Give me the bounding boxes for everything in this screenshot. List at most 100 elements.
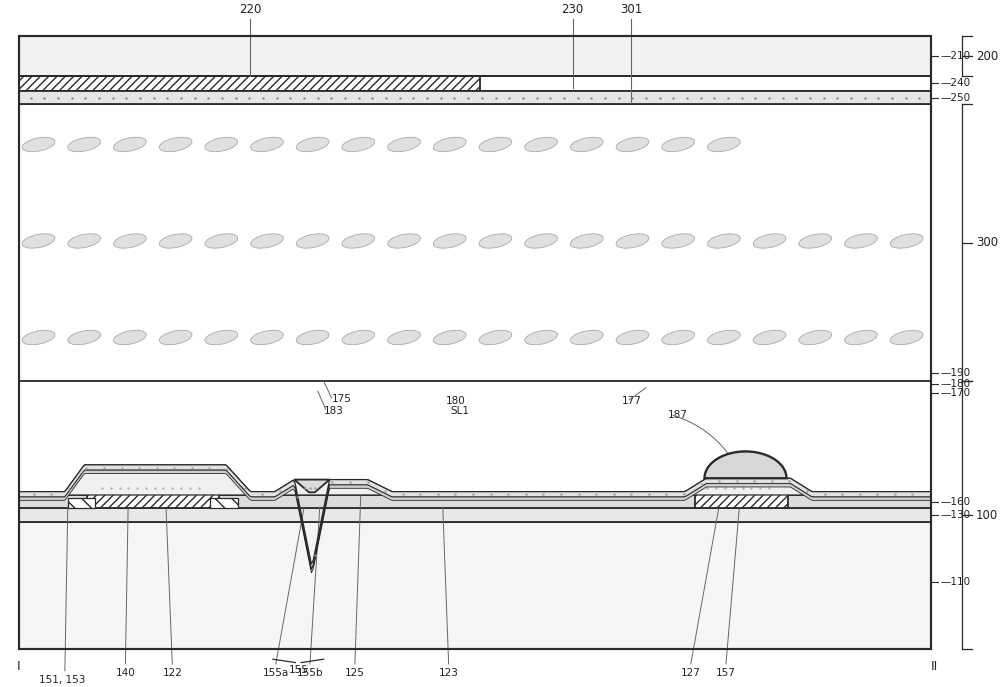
Ellipse shape bbox=[616, 234, 649, 248]
Ellipse shape bbox=[433, 234, 466, 248]
Text: 175: 175 bbox=[331, 394, 351, 404]
Polygon shape bbox=[19, 104, 931, 381]
Ellipse shape bbox=[433, 137, 466, 152]
Text: 200: 200 bbox=[976, 49, 998, 63]
Text: 140: 140 bbox=[116, 668, 135, 678]
Polygon shape bbox=[19, 36, 931, 76]
Ellipse shape bbox=[616, 137, 649, 152]
Polygon shape bbox=[19, 465, 931, 570]
Ellipse shape bbox=[114, 137, 146, 152]
Ellipse shape bbox=[525, 137, 557, 152]
Ellipse shape bbox=[388, 137, 420, 152]
Text: 123: 123 bbox=[439, 668, 459, 678]
Polygon shape bbox=[294, 480, 330, 493]
Text: 183: 183 bbox=[324, 406, 344, 416]
Ellipse shape bbox=[570, 234, 603, 248]
Text: —170: —170 bbox=[941, 388, 971, 398]
Text: —180: —180 bbox=[941, 379, 971, 390]
Ellipse shape bbox=[159, 137, 192, 152]
Ellipse shape bbox=[296, 137, 329, 152]
Ellipse shape bbox=[205, 137, 238, 152]
Text: —160: —160 bbox=[941, 497, 971, 507]
Ellipse shape bbox=[68, 234, 101, 248]
Text: 100: 100 bbox=[976, 508, 998, 521]
Ellipse shape bbox=[707, 330, 740, 345]
Text: 127: 127 bbox=[681, 668, 701, 678]
Text: II: II bbox=[931, 660, 938, 673]
Polygon shape bbox=[19, 465, 931, 495]
Ellipse shape bbox=[479, 330, 512, 345]
Ellipse shape bbox=[845, 234, 877, 248]
Polygon shape bbox=[695, 482, 788, 508]
Polygon shape bbox=[19, 91, 931, 104]
Ellipse shape bbox=[890, 330, 923, 345]
Text: —240: —240 bbox=[941, 78, 971, 89]
Ellipse shape bbox=[251, 330, 283, 345]
Ellipse shape bbox=[388, 330, 420, 345]
Ellipse shape bbox=[296, 234, 329, 248]
Text: 301: 301 bbox=[620, 3, 642, 16]
Polygon shape bbox=[704, 451, 787, 478]
Polygon shape bbox=[87, 482, 219, 508]
Text: 157: 157 bbox=[716, 668, 736, 678]
Polygon shape bbox=[19, 508, 931, 522]
Ellipse shape bbox=[342, 234, 375, 248]
Text: —250: —250 bbox=[941, 93, 971, 102]
Text: 155: 155 bbox=[288, 665, 308, 675]
Ellipse shape bbox=[707, 137, 740, 152]
Text: 180: 180 bbox=[446, 396, 465, 406]
Text: 177: 177 bbox=[621, 396, 641, 406]
Text: 220: 220 bbox=[239, 3, 262, 16]
Ellipse shape bbox=[22, 137, 55, 152]
Ellipse shape bbox=[525, 234, 557, 248]
Ellipse shape bbox=[114, 234, 146, 248]
Polygon shape bbox=[19, 76, 480, 91]
Ellipse shape bbox=[68, 137, 101, 152]
Ellipse shape bbox=[753, 234, 786, 248]
Text: —190: —190 bbox=[941, 368, 971, 378]
Ellipse shape bbox=[205, 234, 238, 248]
Text: 300: 300 bbox=[976, 236, 998, 249]
Ellipse shape bbox=[159, 330, 192, 345]
Polygon shape bbox=[19, 522, 931, 649]
Ellipse shape bbox=[251, 234, 283, 248]
Text: I: I bbox=[17, 660, 21, 673]
Text: SL1: SL1 bbox=[451, 406, 470, 416]
Ellipse shape bbox=[68, 330, 101, 345]
Ellipse shape bbox=[799, 330, 832, 345]
Ellipse shape bbox=[296, 330, 329, 345]
Ellipse shape bbox=[251, 137, 283, 152]
Ellipse shape bbox=[479, 234, 512, 248]
Polygon shape bbox=[19, 495, 931, 508]
Polygon shape bbox=[19, 470, 931, 573]
Polygon shape bbox=[99, 484, 206, 493]
Text: 155b: 155b bbox=[297, 668, 323, 678]
Ellipse shape bbox=[479, 137, 512, 152]
Text: 187: 187 bbox=[667, 409, 687, 420]
Ellipse shape bbox=[890, 234, 923, 248]
Text: 151, 153: 151, 153 bbox=[39, 675, 85, 685]
Polygon shape bbox=[68, 497, 95, 508]
Text: 230: 230 bbox=[562, 3, 584, 16]
Ellipse shape bbox=[525, 330, 557, 345]
Text: —210: —210 bbox=[941, 51, 971, 61]
Ellipse shape bbox=[662, 330, 695, 345]
Ellipse shape bbox=[799, 234, 832, 248]
Text: 122: 122 bbox=[162, 668, 182, 678]
Ellipse shape bbox=[22, 234, 55, 248]
Ellipse shape bbox=[205, 330, 238, 345]
Ellipse shape bbox=[845, 330, 877, 345]
Ellipse shape bbox=[570, 330, 603, 345]
Polygon shape bbox=[210, 497, 238, 508]
Ellipse shape bbox=[22, 330, 55, 345]
Ellipse shape bbox=[570, 137, 603, 152]
Polygon shape bbox=[704, 484, 777, 493]
Ellipse shape bbox=[616, 330, 649, 345]
Ellipse shape bbox=[388, 234, 420, 248]
Ellipse shape bbox=[342, 137, 375, 152]
Text: —130: —130 bbox=[941, 510, 971, 520]
Ellipse shape bbox=[753, 330, 786, 345]
Ellipse shape bbox=[159, 234, 192, 248]
Ellipse shape bbox=[662, 137, 695, 152]
Ellipse shape bbox=[433, 330, 466, 345]
